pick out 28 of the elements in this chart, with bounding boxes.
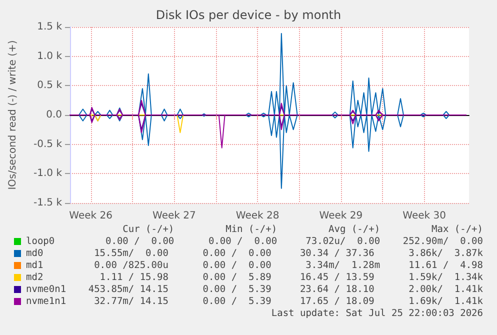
x-tick-label: Week 27 — [152, 210, 196, 222]
legend-label: md1 — [26, 260, 44, 272]
text: 32.77m/ 14.15 0.00 / 5.39 17.65 / 18.09 1.69k/ 1.41k — [93, 296, 483, 308]
text: 1.11 / 15.98 0.00 / 5.89 16.45 / 13.59 1.59k/ 1.34k — [98, 272, 483, 284]
y-tick-label: -1.0 k — [34, 168, 62, 180]
y-tick-label: 0.5 k — [37, 80, 62, 92]
legend-label: nvme0n1 — [26, 284, 66, 296]
text: Cur (-/+) Min (-/+) Avg (-/+) Max (-/+) — [122, 224, 483, 236]
text: Last update: Sat Jul 25 22:00:03 2026 — [271, 308, 483, 320]
y-tick-label: 0.0 — [46, 110, 62, 120]
y-tick-label: 1.0 k — [37, 50, 62, 62]
chart-title: Disk IOs per device - by month — [156, 8, 342, 22]
legend-label: nvme1n1 — [26, 296, 66, 308]
x-tick-label: Week 28 — [236, 210, 280, 222]
text: 0.00 / 0.00 0.00 / 0.00 73.02u/ 0.00 252.90m/ 0.00 — [104, 236, 483, 248]
x-tick-label: Week 29 — [319, 210, 363, 222]
text: 0.00 /825.00u 0.00 / 0.00 3.34m/ 1.28m 11.61 / 4.98 — [93, 260, 483, 272]
x-tick-label: Week 30 — [402, 210, 446, 222]
y-tick-label: 1.5 k — [37, 22, 62, 32]
x-tick-label: Week 26 — [69, 210, 112, 222]
legend-label: md0 — [26, 248, 44, 260]
text: 453.85m/ 14.15 0.00 / 5.39 23.64 / 18.10 2.00k/ 1.41k — [87, 284, 483, 296]
legend-label: loop0 — [26, 236, 55, 248]
y-tick-label: -1.5 k — [34, 198, 62, 208]
text: 15.55m/ 0.00 0.00 / 0.00 30.34 / 37.36 3.86k/ 3.87k — [93, 248, 483, 260]
legend-label: md2 — [26, 272, 44, 284]
y-tick-label: -0.5 k — [34, 138, 62, 150]
y-axis-title: IOs/second read (-) / write (+) — [8, 40, 18, 190]
